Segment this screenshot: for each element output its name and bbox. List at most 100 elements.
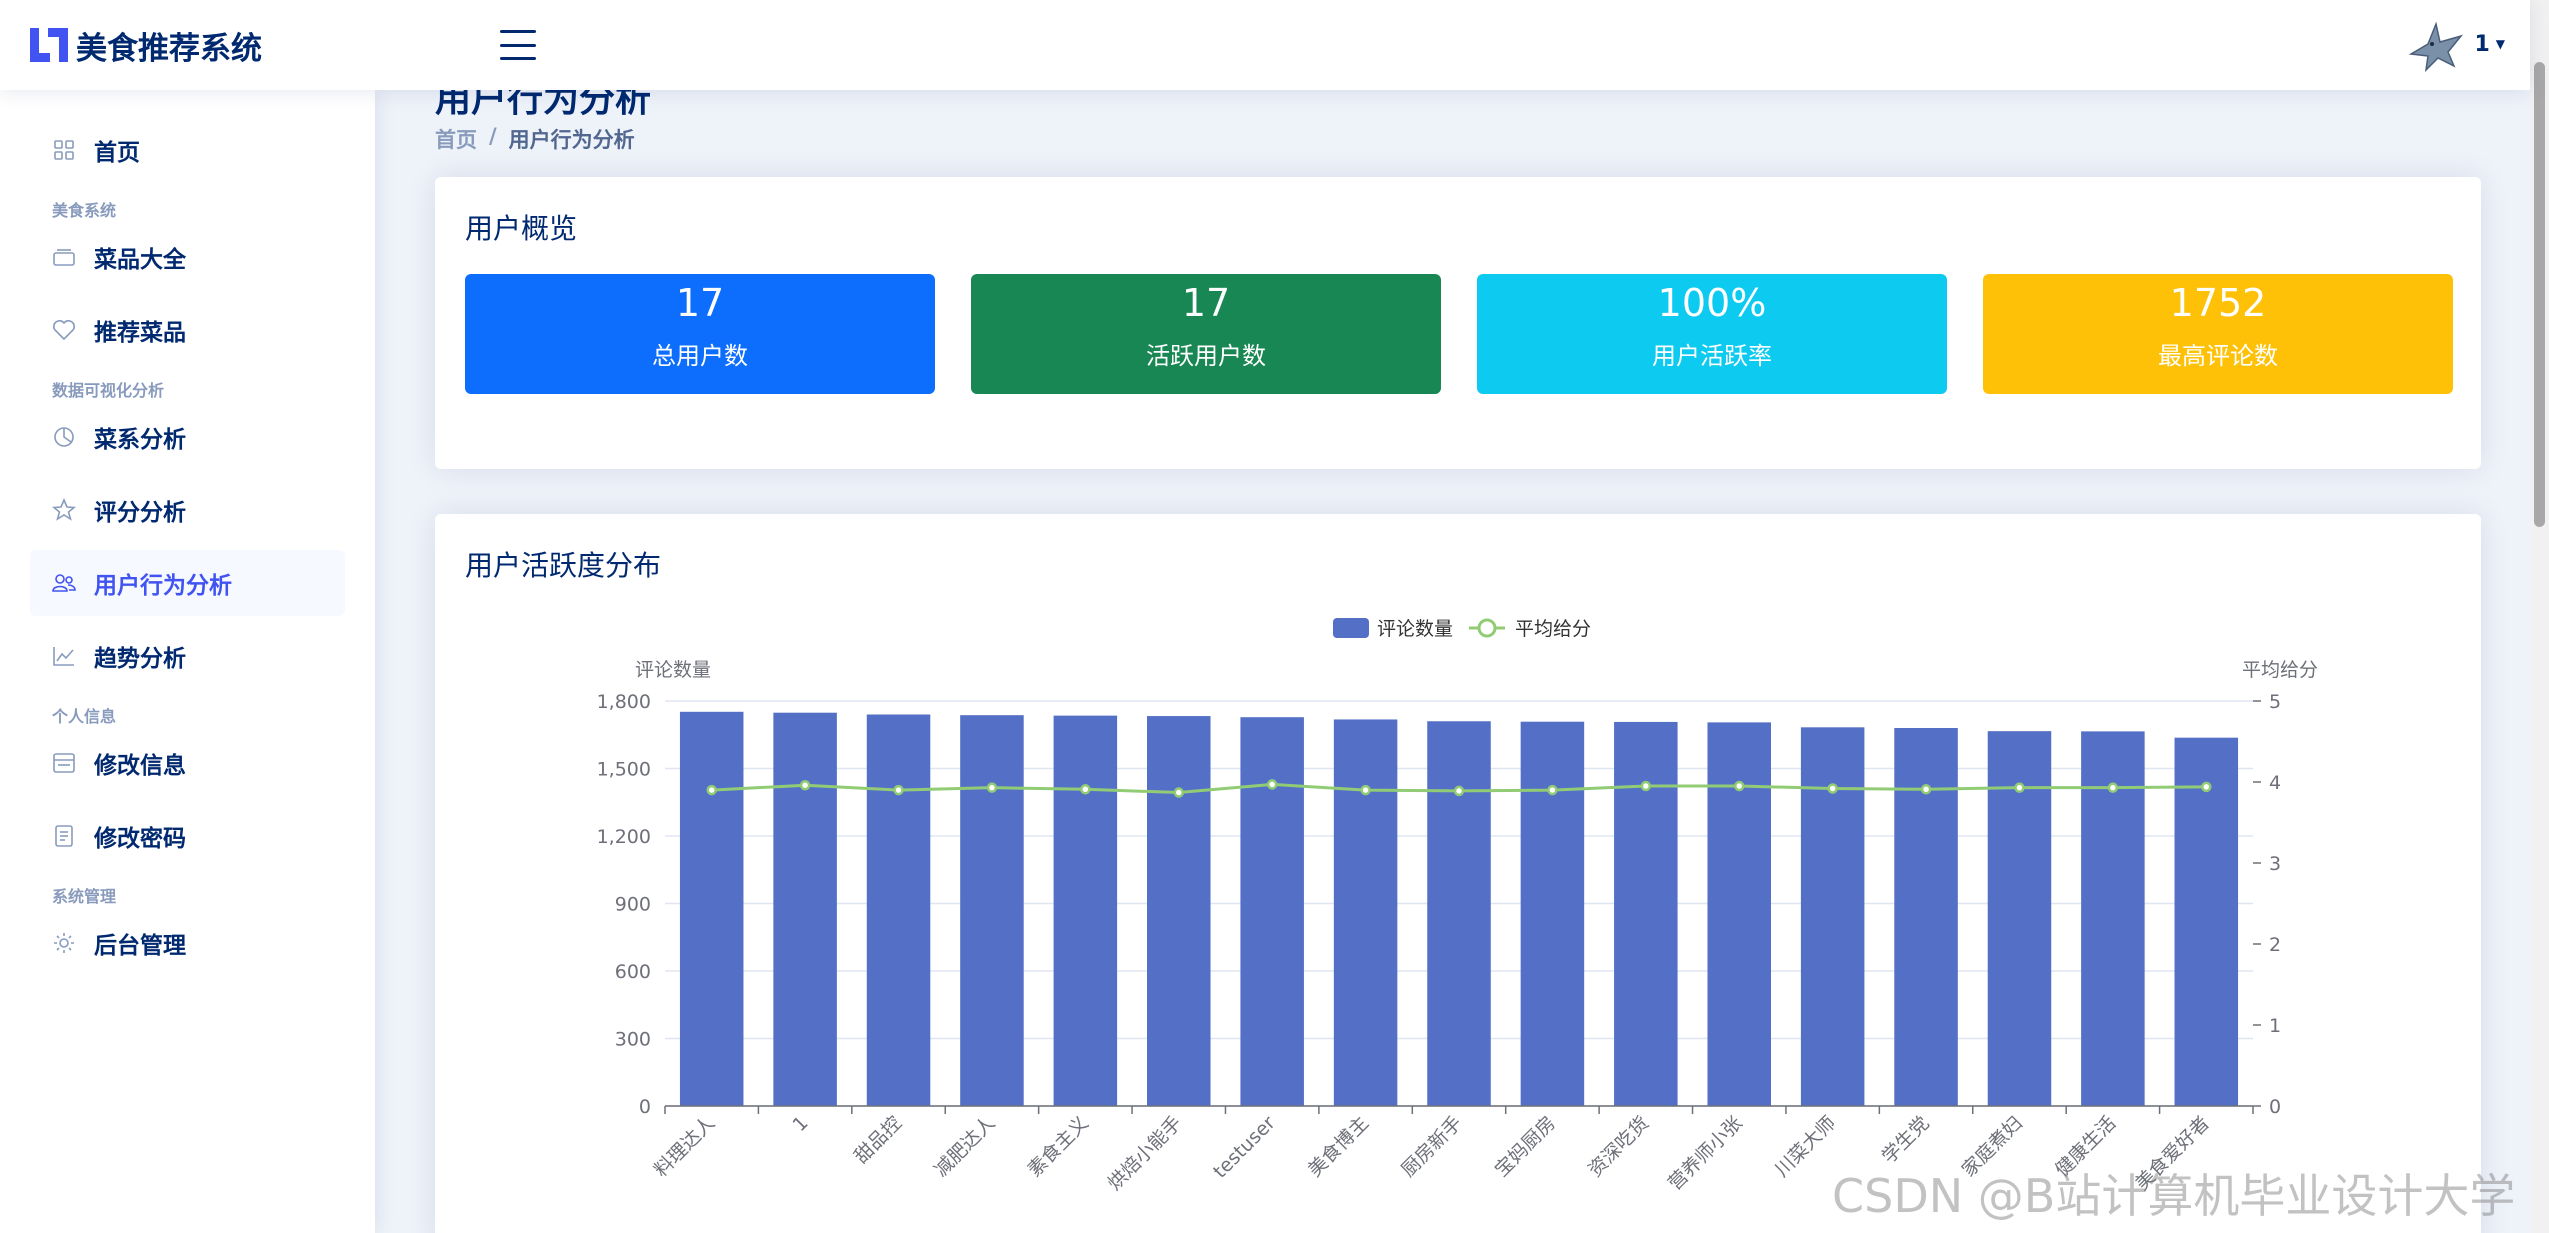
avg-score-point bbox=[2201, 781, 2212, 793]
x-tick-label: 川菜大师 bbox=[1771, 1112, 1840, 1181]
y-right-tick-label: 2 bbox=[2269, 934, 2281, 956]
bar bbox=[1707, 722, 1771, 1106]
stat-card: 1752 最高评论数 bbox=[1983, 274, 2453, 394]
x-tick-label: 宝妈厨房 bbox=[1491, 1112, 1560, 1181]
user-activity-card: 用户活跃度分布 0 300 600 900 1,200 1,500 1,800 0 1 2 3 4 5 评… bbox=[435, 514, 2481, 1233]
watermark: CSDN @B站计算机毕业设计大学 bbox=[1832, 1169, 2516, 1223]
sidebar-heading: 数据可视化分析 bbox=[52, 381, 165, 400]
legend-bar-swatch bbox=[1333, 618, 1369, 638]
y-tick-label: 1,800 bbox=[597, 691, 651, 713]
bar bbox=[1333, 719, 1398, 1106]
avg-score-point bbox=[1640, 780, 1652, 792]
bar bbox=[1053, 715, 1118, 1106]
sidebar-item[interactable]: 菜品大全 bbox=[30, 224, 345, 290]
breadcrumb-current: 用户行为分析 bbox=[508, 128, 635, 152]
document-icon bbox=[52, 824, 76, 848]
chevron-down-icon: ▼ bbox=[2495, 37, 2505, 51]
stat-label: 活跃用户数 bbox=[1146, 342, 1266, 370]
y-tick-label: 1,200 bbox=[597, 826, 651, 848]
y-right-tick-label: 3 bbox=[2269, 853, 2281, 875]
bar bbox=[679, 711, 744, 1106]
scrollbar-thumb[interactable] bbox=[2534, 62, 2545, 527]
avg-score-point bbox=[1360, 784, 1371, 796]
bar bbox=[1240, 717, 1304, 1106]
sidebar-item[interactable]: 菜系分析 bbox=[30, 404, 345, 470]
logo-icon bbox=[30, 26, 68, 64]
card-list-icon bbox=[52, 751, 76, 775]
sidebar-item[interactable]: 修改信息 bbox=[30, 730, 345, 796]
bar bbox=[1987, 731, 2052, 1106]
legend-line-label: 平均给分 bbox=[1515, 618, 1591, 640]
bar bbox=[773, 712, 837, 1106]
avg-score-point bbox=[2107, 782, 2119, 793]
y-tick-label: 1,500 bbox=[597, 759, 651, 781]
bar bbox=[866, 714, 931, 1106]
avg-score-point bbox=[1733, 780, 1745, 792]
y-right-tick-label: 5 bbox=[2269, 691, 2281, 713]
sidebar-item[interactable]: 后台管理 bbox=[30, 910, 345, 976]
x-tick-label: 烘焙小能手 bbox=[1104, 1112, 1187, 1195]
avg-score-point bbox=[706, 784, 717, 796]
sidebar-item[interactable]: 用户行为分析 bbox=[30, 550, 345, 616]
bar bbox=[1520, 721, 1585, 1106]
user-overview-title: 用户概览 bbox=[465, 212, 578, 245]
sidebar-item-label: 推荐菜品 bbox=[94, 320, 186, 346]
star-icon bbox=[52, 498, 76, 522]
avg-score-point bbox=[893, 784, 904, 796]
breadcrumb-separator: / bbox=[489, 124, 497, 148]
x-tick-label: 素食主义 bbox=[1024, 1112, 1093, 1181]
user-activity-title: 用户活跃度分布 bbox=[465, 549, 662, 582]
sidebar-toggle-icon[interactable] bbox=[500, 30, 536, 60]
layers-icon bbox=[52, 245, 76, 269]
stat-value: 17 bbox=[1181, 281, 1231, 325]
breadcrumb: 首页 / 用户行为分析 bbox=[435, 124, 635, 154]
sidebar-item[interactable]: 评分分析 bbox=[30, 477, 345, 543]
bar bbox=[1147, 716, 1211, 1106]
profile-name: 1 bbox=[2474, 31, 2490, 57]
sidebar-item-label: 修改信息 bbox=[94, 753, 186, 779]
sidebar-heading: 系统管理 bbox=[52, 887, 117, 906]
stat-label: 最高评论数 bbox=[2158, 342, 2278, 370]
sidebar-item-label: 用户行为分析 bbox=[94, 573, 232, 599]
x-tick-label: 营养师小张 bbox=[1664, 1112, 1747, 1195]
x-tick-label: 厨房新手 bbox=[1397, 1112, 1466, 1181]
grid-icon bbox=[52, 138, 76, 162]
avg-score-point bbox=[1827, 783, 1838, 794]
stat-value: 100% bbox=[1657, 281, 1767, 325]
user-overview-card: 用户概览 17 总用户数 17 活跃用户数 100% 用户活跃率 1752 最高评论数 bbox=[435, 177, 2481, 469]
x-tick-label: 减肥达人 bbox=[930, 1112, 999, 1181]
y-tick-label: 0 bbox=[639, 1096, 651, 1118]
bar bbox=[2081, 731, 2145, 1106]
sidebar-item-label: 修改密码 bbox=[94, 826, 186, 852]
profile-dropdown[interactable]: 1 ▼ bbox=[2406, 14, 2505, 74]
y-tick-label: 300 bbox=[615, 1029, 651, 1051]
stat-value: 17 bbox=[675, 281, 725, 325]
sidebar-item-label: 趋势分析 bbox=[94, 646, 186, 672]
avatar bbox=[2409, 21, 2464, 73]
y-right-tick-label: 4 bbox=[2269, 772, 2281, 794]
stat-value: 1752 bbox=[2169, 281, 2267, 325]
stat-label: 用户活跃率 bbox=[1652, 342, 1772, 370]
x-tick-label: 1 bbox=[789, 1112, 813, 1136]
sidebar-item[interactable]: 趋势分析 bbox=[30, 623, 345, 689]
avg-score-point bbox=[799, 779, 811, 791]
breadcrumb-home-link[interactable]: 首页 bbox=[435, 128, 477, 152]
bar bbox=[960, 715, 1024, 1106]
page-scrollbar[interactable] bbox=[2530, 0, 2549, 1233]
sidebar-item[interactable]: 修改密码 bbox=[30, 803, 345, 869]
heart-icon bbox=[52, 318, 76, 342]
sidebar-item[interactable]: 首页 bbox=[30, 117, 345, 183]
stat-card: 100% 用户活跃率 bbox=[1477, 274, 1947, 394]
legend-line-marker bbox=[1477, 618, 1497, 638]
gear-icon bbox=[52, 931, 76, 955]
sidebar-item-label: 评分分析 bbox=[94, 500, 186, 526]
legend-bar-label: 评论数量 bbox=[1377, 618, 1453, 640]
brand-logo[interactable]: 美食推荐系统 bbox=[30, 23, 460, 68]
avg-score-point bbox=[1266, 779, 1278, 790]
sidebar-heading: 个人信息 bbox=[52, 707, 117, 726]
y-tick-label: 900 bbox=[615, 894, 651, 916]
bar bbox=[1427, 721, 1491, 1106]
sidebar-item[interactable]: 推荐菜品 bbox=[30, 297, 345, 363]
line-chart-icon bbox=[52, 644, 76, 668]
